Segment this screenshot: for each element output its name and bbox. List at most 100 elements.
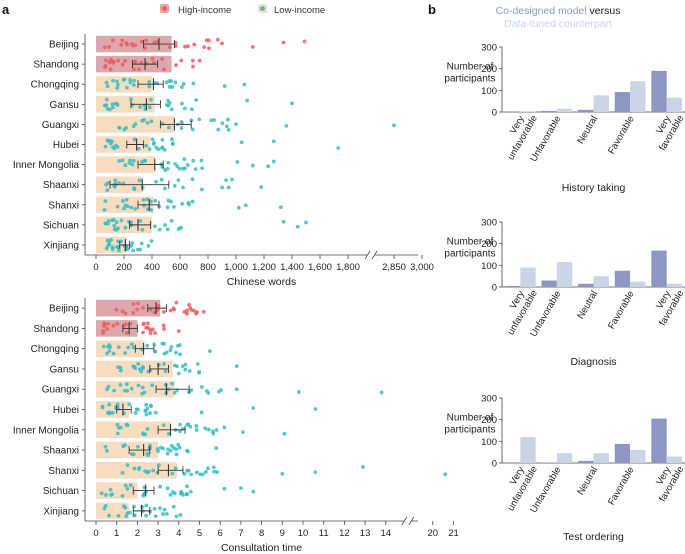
data-point <box>147 105 152 110</box>
data-point <box>195 362 200 366</box>
outlier-point <box>281 219 286 224</box>
data-point <box>146 369 151 374</box>
data-point <box>162 186 167 191</box>
x-tick-label: 3 <box>155 528 160 539</box>
data-point <box>179 119 184 124</box>
data-point <box>131 43 136 48</box>
data-point <box>172 363 177 368</box>
data-point <box>120 158 125 163</box>
category-label: Shaanxi <box>43 180 79 191</box>
data-point <box>146 243 151 248</box>
data-point <box>138 105 142 109</box>
data-point <box>140 118 145 123</box>
data-point <box>168 308 173 313</box>
data-point <box>182 157 187 161</box>
data-point <box>110 102 115 107</box>
data-point <box>182 106 187 111</box>
y-axis-title-line1: Number of <box>447 413 494 424</box>
data-point <box>101 331 106 336</box>
data-point <box>142 390 147 395</box>
data-point <box>186 44 190 49</box>
data-point <box>103 444 108 449</box>
x-tick-label: 20 <box>428 528 439 539</box>
data-point <box>108 487 113 492</box>
data-point <box>212 469 217 474</box>
data-point <box>161 309 166 314</box>
data-point <box>141 431 145 436</box>
data-point <box>120 199 125 203</box>
data-point <box>186 468 191 473</box>
bar-codesigned <box>614 92 631 112</box>
mean-bar <box>96 299 161 317</box>
data-point <box>185 484 189 489</box>
data-point <box>111 323 116 328</box>
x-axis-title: Chinese words <box>227 276 296 288</box>
data-point <box>133 366 138 371</box>
data-point <box>125 423 130 428</box>
data-point <box>144 325 149 330</box>
data-point <box>129 452 134 456</box>
axis-break-mark <box>401 516 408 526</box>
data-point <box>107 513 111 518</box>
outlier-point <box>361 465 365 469</box>
data-point <box>123 351 128 355</box>
data-point <box>145 120 150 125</box>
data-point <box>194 470 199 475</box>
outlier-point <box>282 431 287 436</box>
data-point <box>153 331 157 335</box>
data-point <box>139 39 144 44</box>
x-tick-label: 4 <box>176 528 181 539</box>
data-point <box>163 223 167 228</box>
data-point <box>143 469 148 474</box>
y-tick-label: 100 <box>481 437 497 448</box>
data-point <box>197 370 202 374</box>
data-point <box>230 177 234 182</box>
data-point <box>193 167 198 172</box>
data-point <box>197 117 202 122</box>
data-point <box>146 469 151 474</box>
data-point <box>145 451 150 456</box>
data-point <box>135 307 140 312</box>
data-point <box>112 146 117 151</box>
data-point <box>145 197 150 202</box>
category-label: Hubei <box>53 140 79 151</box>
data-point <box>114 101 118 106</box>
data-point <box>123 203 128 208</box>
data-point <box>136 361 141 366</box>
data-point <box>151 468 155 473</box>
data-point <box>118 365 123 370</box>
data-point <box>179 85 184 89</box>
category-label: Gansu <box>50 100 79 111</box>
category-label: Veryfavorable <box>648 108 685 153</box>
outlier-point <box>336 146 341 150</box>
x-tick-label: 5 <box>197 528 202 539</box>
bar-datatuned <box>520 437 536 463</box>
data-point <box>160 146 164 150</box>
data-point <box>189 107 194 112</box>
x-tick-label: 9 <box>280 528 285 539</box>
data-point <box>104 448 109 453</box>
data-point <box>156 463 161 467</box>
data-point <box>129 220 134 225</box>
x-tick-label: 10 <box>298 528 309 539</box>
data-point <box>131 124 136 129</box>
data-point <box>148 411 152 415</box>
data-point <box>132 83 136 87</box>
data-point <box>111 217 116 222</box>
data-point <box>150 56 155 61</box>
data-point <box>185 163 190 168</box>
outlier-point <box>176 329 181 334</box>
data-point <box>114 227 119 232</box>
data-point <box>142 203 146 208</box>
data-point <box>105 327 109 331</box>
y-tick-label: 100 <box>481 86 497 97</box>
data-point <box>154 179 158 184</box>
data-point <box>119 43 124 47</box>
data-point <box>132 67 136 72</box>
data-point <box>212 118 217 122</box>
data-point <box>168 493 173 497</box>
data-point <box>178 512 183 517</box>
data-point <box>162 147 167 152</box>
